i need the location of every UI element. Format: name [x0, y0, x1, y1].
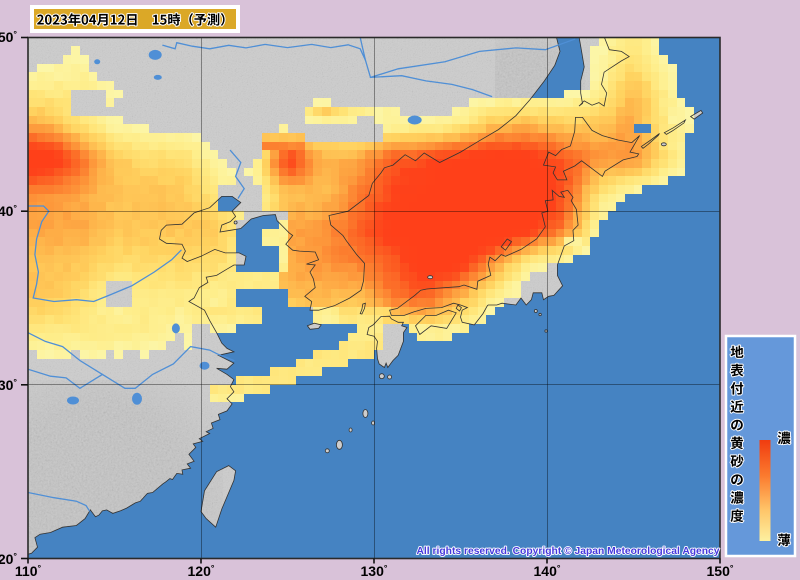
svg-text:150°: 150°	[707, 563, 734, 579]
svg-text:20°: 20°	[0, 551, 17, 567]
svg-text:130°: 130°	[361, 563, 388, 579]
svg-text:All rights reserved. Copyright: All rights reserved. Copyright © Japan M…	[416, 546, 719, 557]
svg-text:140°: 140°	[534, 563, 561, 579]
svg-text:120°: 120°	[188, 563, 215, 579]
svg-text:30°: 30°	[0, 377, 17, 393]
svg-text:110°: 110°	[15, 563, 42, 579]
svg-text:50°: 50°	[0, 29, 17, 45]
svg-text:40°: 40°	[0, 203, 17, 219]
